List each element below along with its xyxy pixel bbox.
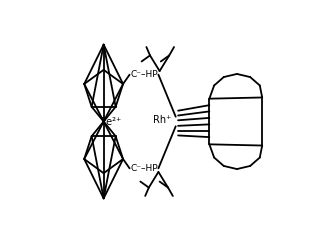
Text: C⁻–HP: C⁻–HP: [131, 164, 158, 173]
Text: Rh⁺: Rh⁺: [153, 115, 172, 125]
Text: Fe²⁺: Fe²⁺: [101, 116, 122, 127]
Text: C⁻–HP: C⁻–HP: [131, 70, 158, 79]
